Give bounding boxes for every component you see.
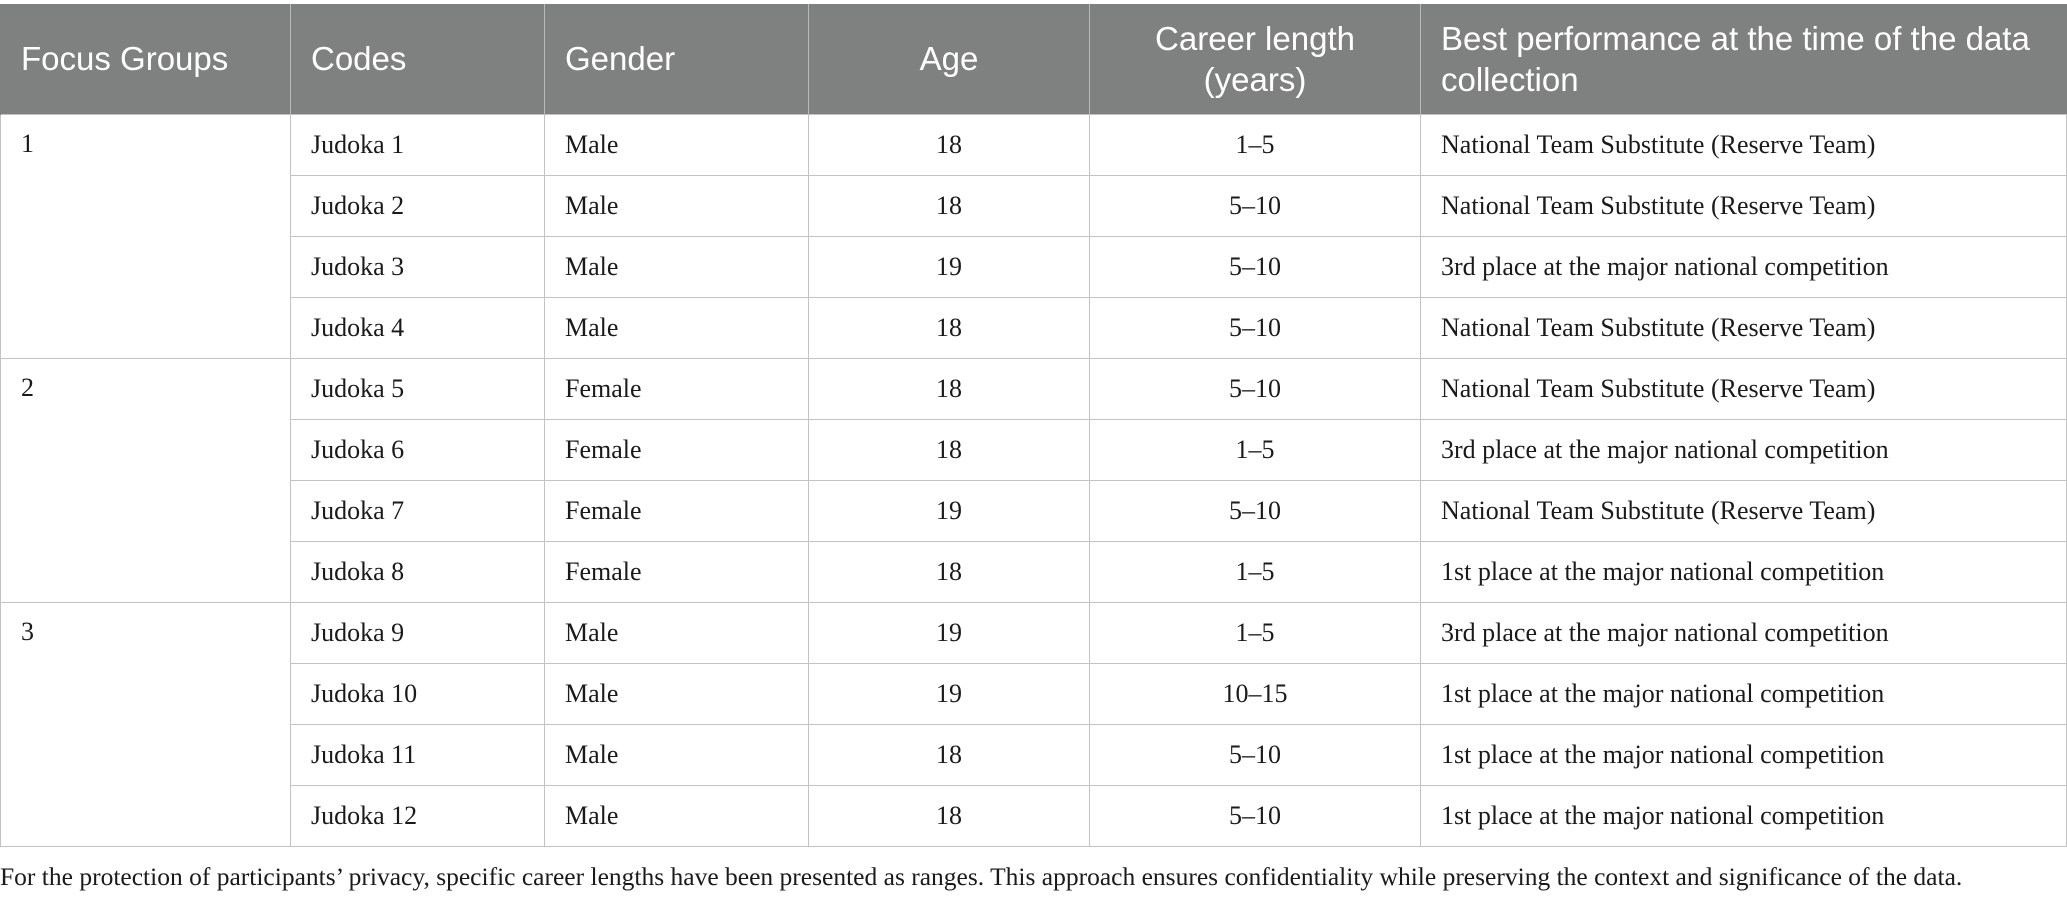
header-row: Focus Groups Codes Gender Age Career len… <box>0 4 2067 114</box>
age-cell: 18 <box>808 113 1090 176</box>
table-row: 1 Judoka 1 Male 18 1–5 National Team Substitu… <box>0 113 2067 359</box>
code-cell: Judoka 2 <box>290 174 545 237</box>
age-cell: 19 <box>808 235 1090 298</box>
code-cell: Judoka 1 <box>290 113 545 176</box>
code-cell: Judoka 12 <box>290 784 545 847</box>
age-cell: 18 <box>808 174 1090 237</box>
header-focus-groups: Focus Groups <box>0 4 291 114</box>
best-performance-cell: 1st place at the major national competit… <box>1420 540 2067 603</box>
code-cell: Judoka 6 <box>290 418 545 481</box>
career-length-cell: 5–10 <box>1089 235 1421 298</box>
best-performance-cell: 3rd place at the major national competit… <box>1420 235 2067 298</box>
table-body: 1 Judoka 1 Male 18 1–5 National Team Substitu… <box>0 113 2067 847</box>
career-length-cell: 5–10 <box>1089 296 1421 359</box>
best-performance-cell: National Team Substitute (Reserve Team) <box>1420 357 2067 420</box>
table-row: Judoka 6 Female 18 1–5 3rd place at the majo… <box>1 418 2067 481</box>
code-cell: Judoka 5 <box>290 357 545 420</box>
best-performance-cell: 1st place at the major national competit… <box>1420 784 2067 847</box>
focus-group-cell: 3 <box>0 601 291 847</box>
header-age: Age <box>808 4 1090 114</box>
table-row: Judoka 7 Female 19 5–10 National Team Substi… <box>1 479 2067 542</box>
best-performance-cell: 3rd place at the major national competit… <box>1420 601 2067 664</box>
gender-cell: Female <box>544 540 809 603</box>
table-row: Judoka 4 Male 18 5–10 National Team Substitu… <box>1 296 2067 359</box>
focus-group-cell: 2 <box>0 357 291 603</box>
code-cell: Judoka 4 <box>290 296 545 359</box>
career-length-cell: 1–5 <box>1089 113 1421 176</box>
table-row: Judoka 11 Male 18 5–10 1st place at the majo… <box>1 723 2067 786</box>
code-cell: Judoka 10 <box>290 662 545 725</box>
career-length-cell: 1–5 <box>1089 601 1421 664</box>
gender-cell: Male <box>544 174 809 237</box>
career-length-cell: 10–15 <box>1089 662 1421 725</box>
age-cell: 18 <box>808 784 1090 847</box>
header-gender: Gender <box>544 4 809 114</box>
code-cell: Judoka 8 <box>290 540 545 603</box>
career-length-cell: 5–10 <box>1089 723 1421 786</box>
best-performance-cell: National Team Substitute (Reserve Team) <box>1420 174 2067 237</box>
best-performance-cell: 3rd place at the major national competit… <box>1420 418 2067 481</box>
code-cell: Judoka 7 <box>290 479 545 542</box>
gender-cell: Male <box>544 601 809 664</box>
age-cell: 18 <box>808 418 1090 481</box>
career-length-cell: 1–5 <box>1089 418 1421 481</box>
focus-group-cell: 1 <box>0 113 291 359</box>
header-codes: Codes <box>290 4 545 114</box>
gender-cell: Male <box>544 784 809 847</box>
gender-cell: Male <box>544 662 809 725</box>
code-cell: Judoka 9 <box>290 601 545 664</box>
table-header: Focus Groups Codes Gender Age Career len… <box>0 4 2067 114</box>
gender-cell: Female <box>544 479 809 542</box>
gender-cell: Female <box>544 357 809 420</box>
gender-cell: Male <box>544 296 809 359</box>
age-cell: 19 <box>808 662 1090 725</box>
age-cell: 18 <box>808 296 1090 359</box>
header-career-length: Career length (years) <box>1089 4 1421 114</box>
best-performance-cell: 1st place at the major national competit… <box>1420 662 2067 725</box>
best-performance-cell: National Team Substitute (Reserve Team) <box>1420 479 2067 542</box>
career-length-cell: 5–10 <box>1089 174 1421 237</box>
gender-cell: Female <box>544 418 809 481</box>
career-length-cell: 1–5 <box>1089 540 1421 603</box>
career-length-cell: 5–10 <box>1089 784 1421 847</box>
table-row: Judoka 12 Male 18 5–10 1st place at the majo… <box>1 784 2067 847</box>
gender-cell: Male <box>544 723 809 786</box>
age-cell: 19 <box>808 479 1090 542</box>
table-row: Judoka 3 Male 19 5–10 3rd place at the major… <box>1 235 2067 298</box>
gender-cell: Male <box>544 113 809 176</box>
participants-table: Focus Groups Codes Gender Age Career len… <box>0 4 2067 847</box>
age-cell: 19 <box>808 601 1090 664</box>
table-row: Judoka 10 Male 19 10–15 1st place at the maj… <box>1 662 2067 725</box>
best-performance-cell: 1st place at the major national competit… <box>1420 723 2067 786</box>
age-cell: 18 <box>808 357 1090 420</box>
age-cell: 18 <box>808 723 1090 786</box>
best-performance-cell: National Team Substitute (Reserve Team) <box>1420 113 2067 176</box>
career-length-cell: 5–10 <box>1089 479 1421 542</box>
career-length-cell: 5–10 <box>1089 357 1421 420</box>
best-performance-cell: National Team Substitute (Reserve Team) <box>1420 296 2067 359</box>
age-cell: 18 <box>808 540 1090 603</box>
code-cell: Judoka 11 <box>290 723 545 786</box>
table-row: Judoka 8 Female 18 1–5 1st place at the majo… <box>1 540 2067 603</box>
header-best-performance: Best performance at the time of the data… <box>1420 4 2067 114</box>
table-row: 2 Judoka 5 Female 18 5–10 National Team Subst… <box>0 357 2067 603</box>
code-cell: Judoka 3 <box>290 235 545 298</box>
table-row: 3 Judoka 9 Male 19 1–5 3rd place at the major… <box>0 601 2067 847</box>
table-footnote: For the protection of participants’ priv… <box>0 862 1963 891</box>
table-row: Judoka 2 Male 18 5–10 National Team Substitu… <box>1 174 2067 237</box>
gender-cell: Male <box>544 235 809 298</box>
